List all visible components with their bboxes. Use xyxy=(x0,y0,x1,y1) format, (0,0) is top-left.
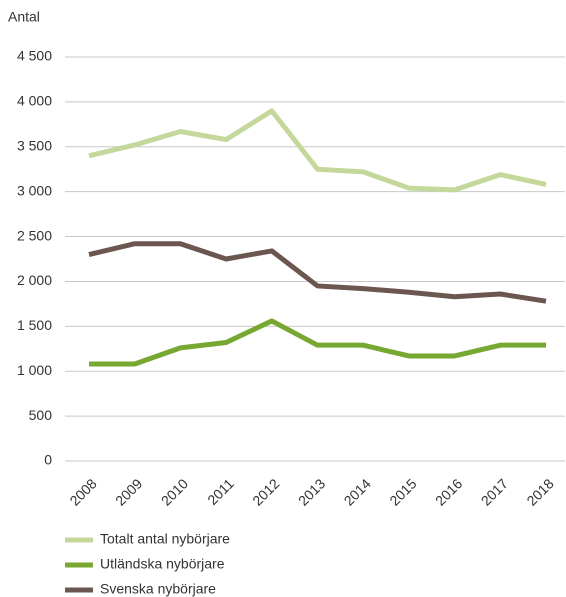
y-tick-label: 4 000 xyxy=(17,93,52,109)
y-tick-label: 2 000 xyxy=(17,272,52,288)
y-tick-label: 3 000 xyxy=(17,182,52,198)
x-tick-label: 2018 xyxy=(523,475,556,508)
series-line xyxy=(88,108,547,193)
series-line xyxy=(89,318,546,367)
y-axis-label: Antal xyxy=(8,9,40,25)
series-line xyxy=(88,241,547,304)
legend-label: Svenska nybörjare xyxy=(100,581,216,597)
x-tick-label: 2016 xyxy=(432,475,465,508)
x-tick-label: 2017 xyxy=(478,475,511,508)
x-tick-label: 2009 xyxy=(112,475,145,508)
y-tick-label: 500 xyxy=(29,407,53,423)
x-tick-label: 2012 xyxy=(249,475,282,508)
y-tick-label: 4 500 xyxy=(17,48,52,64)
legend-label: Utländska nybörjare xyxy=(100,556,225,572)
y-tick-label: 0 xyxy=(44,452,52,468)
legend-label: Totalt antal nybörjare xyxy=(100,531,230,547)
x-tick-label: 2010 xyxy=(158,475,191,508)
x-tick-label: 2013 xyxy=(295,475,328,508)
x-tick-label: 2008 xyxy=(66,475,99,508)
x-tick-label: 2014 xyxy=(341,475,374,508)
y-tick-label: 1 000 xyxy=(17,362,52,378)
y-tick-label: 1 500 xyxy=(17,317,52,333)
x-tick-label: 2015 xyxy=(386,475,419,508)
y-tick-label: 2 500 xyxy=(17,227,52,243)
y-tick-label: 3 500 xyxy=(17,137,52,153)
x-tick-label: 2011 xyxy=(204,475,237,508)
